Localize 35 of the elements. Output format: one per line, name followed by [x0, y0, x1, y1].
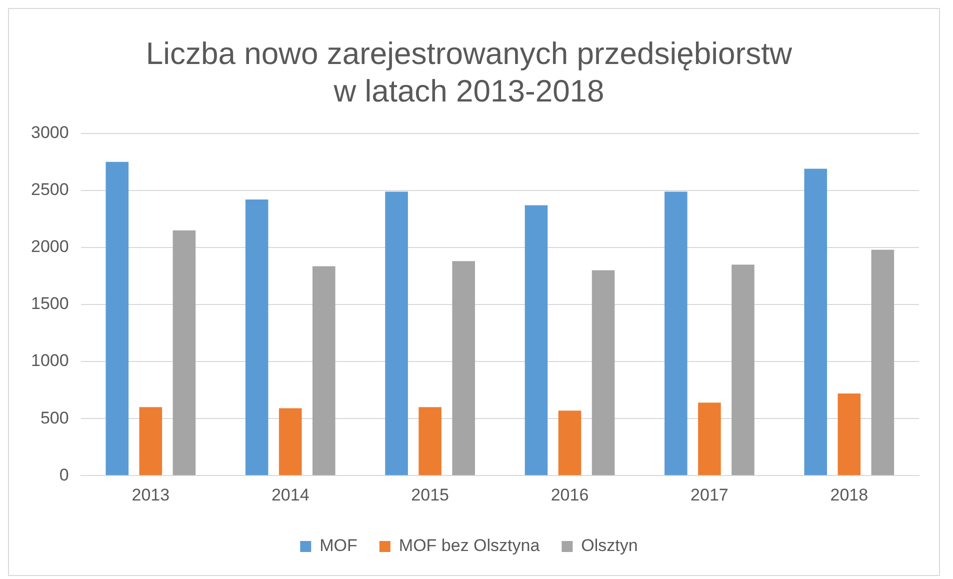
bar	[385, 192, 408, 476]
y-tick-label: 500	[40, 408, 69, 428]
bar	[139, 407, 162, 476]
chart-title: Liczba nowo zarejestrowanych przedsiębiorstw w latach 2013-2018	[146, 36, 793, 108]
x-tick-label: 2017	[690, 485, 728, 504]
bar	[452, 261, 475, 476]
y-tick-label: 0	[59, 465, 69, 484]
bar	[278, 408, 302, 476]
bar	[524, 205, 548, 476]
bar	[245, 200, 268, 476]
bar	[664, 192, 688, 476]
bar	[172, 230, 196, 476]
bar	[871, 250, 894, 476]
legend-label: Olsztyn	[581, 536, 638, 556]
x-tick-label: 2013	[132, 485, 170, 504]
legend-label: MOF bez Olsztyna	[398, 536, 540, 556]
x-tick-label: 2016	[550, 485, 589, 504]
y-tick-label: 3000	[30, 123, 69, 142]
y-tick-label: 2500	[30, 180, 69, 200]
legend-label: MOF	[320, 536, 358, 556]
bar	[106, 162, 129, 476]
bar	[838, 393, 861, 476]
bar	[698, 402, 721, 476]
bar	[558, 410, 582, 476]
y-tick-label: 2000	[30, 237, 69, 256]
bar	[418, 407, 442, 476]
bar	[592, 270, 615, 476]
x-tick-label: 2014	[271, 485, 310, 504]
x-tick-label: 2018	[830, 485, 868, 504]
bar	[732, 264, 754, 476]
x-tick-label: 2015	[411, 485, 449, 504]
y-tick-label: 1500	[30, 294, 69, 314]
bar	[804, 168, 828, 476]
bar	[312, 266, 336, 476]
y-tick-label: 1000	[30, 351, 69, 370]
